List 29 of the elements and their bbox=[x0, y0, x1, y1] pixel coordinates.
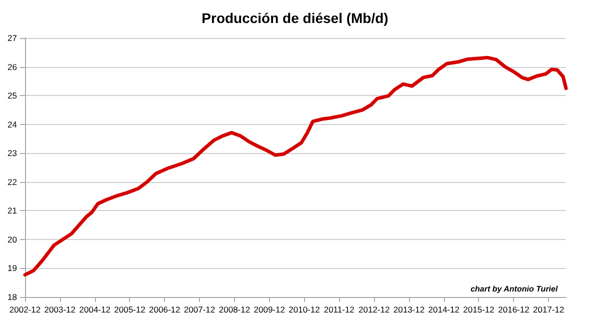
x-tick-label: 2017-12 bbox=[533, 304, 564, 314]
y-tick-label: 26 bbox=[8, 62, 18, 72]
x-tick-label: 2013-12 bbox=[393, 304, 425, 314]
x-tick-label: 2016-12 bbox=[498, 304, 530, 314]
y-tick-label: 22 bbox=[8, 176, 18, 187]
chart-title: Producción de diésel (Mb/d) bbox=[202, 10, 388, 26]
x-tick-label: 2008-12 bbox=[218, 304, 250, 314]
x-tick-label: 2003-12 bbox=[44, 304, 76, 314]
x-tick-label: 2011-12 bbox=[324, 304, 355, 314]
y-tick-label: 25 bbox=[8, 90, 18, 101]
x-tick-label: 2006-12 bbox=[149, 304, 180, 314]
x-tick-label: 2012-12 bbox=[358, 304, 390, 314]
y-tick-label: 19 bbox=[8, 263, 18, 274]
x-tick-label: 2007-12 bbox=[184, 304, 216, 314]
x-tick-label: 2014-12 bbox=[428, 304, 460, 314]
x-tick-label: 2002-12 bbox=[9, 304, 41, 314]
y-tick-label: 18 bbox=[8, 292, 18, 302]
y-tick-label: 24 bbox=[8, 119, 18, 130]
y-tick-label: 21 bbox=[8, 206, 18, 216]
y-tick-label: 20 bbox=[8, 234, 18, 244]
y-tick-label: 27 bbox=[8, 33, 18, 43]
y-tick-label: 23 bbox=[8, 148, 18, 158]
x-tick-label: 2005-12 bbox=[114, 304, 146, 314]
x-tick-label: 2004-12 bbox=[79, 304, 111, 314]
x-tick-label: 2010-12 bbox=[288, 304, 320, 314]
annotation: chart by Antonio Turiel bbox=[470, 284, 558, 294]
line-series bbox=[23, 56, 568, 277]
x-tick-label: 2009-12 bbox=[254, 304, 286, 314]
x-tick-label: 2015-12 bbox=[463, 304, 495, 314]
